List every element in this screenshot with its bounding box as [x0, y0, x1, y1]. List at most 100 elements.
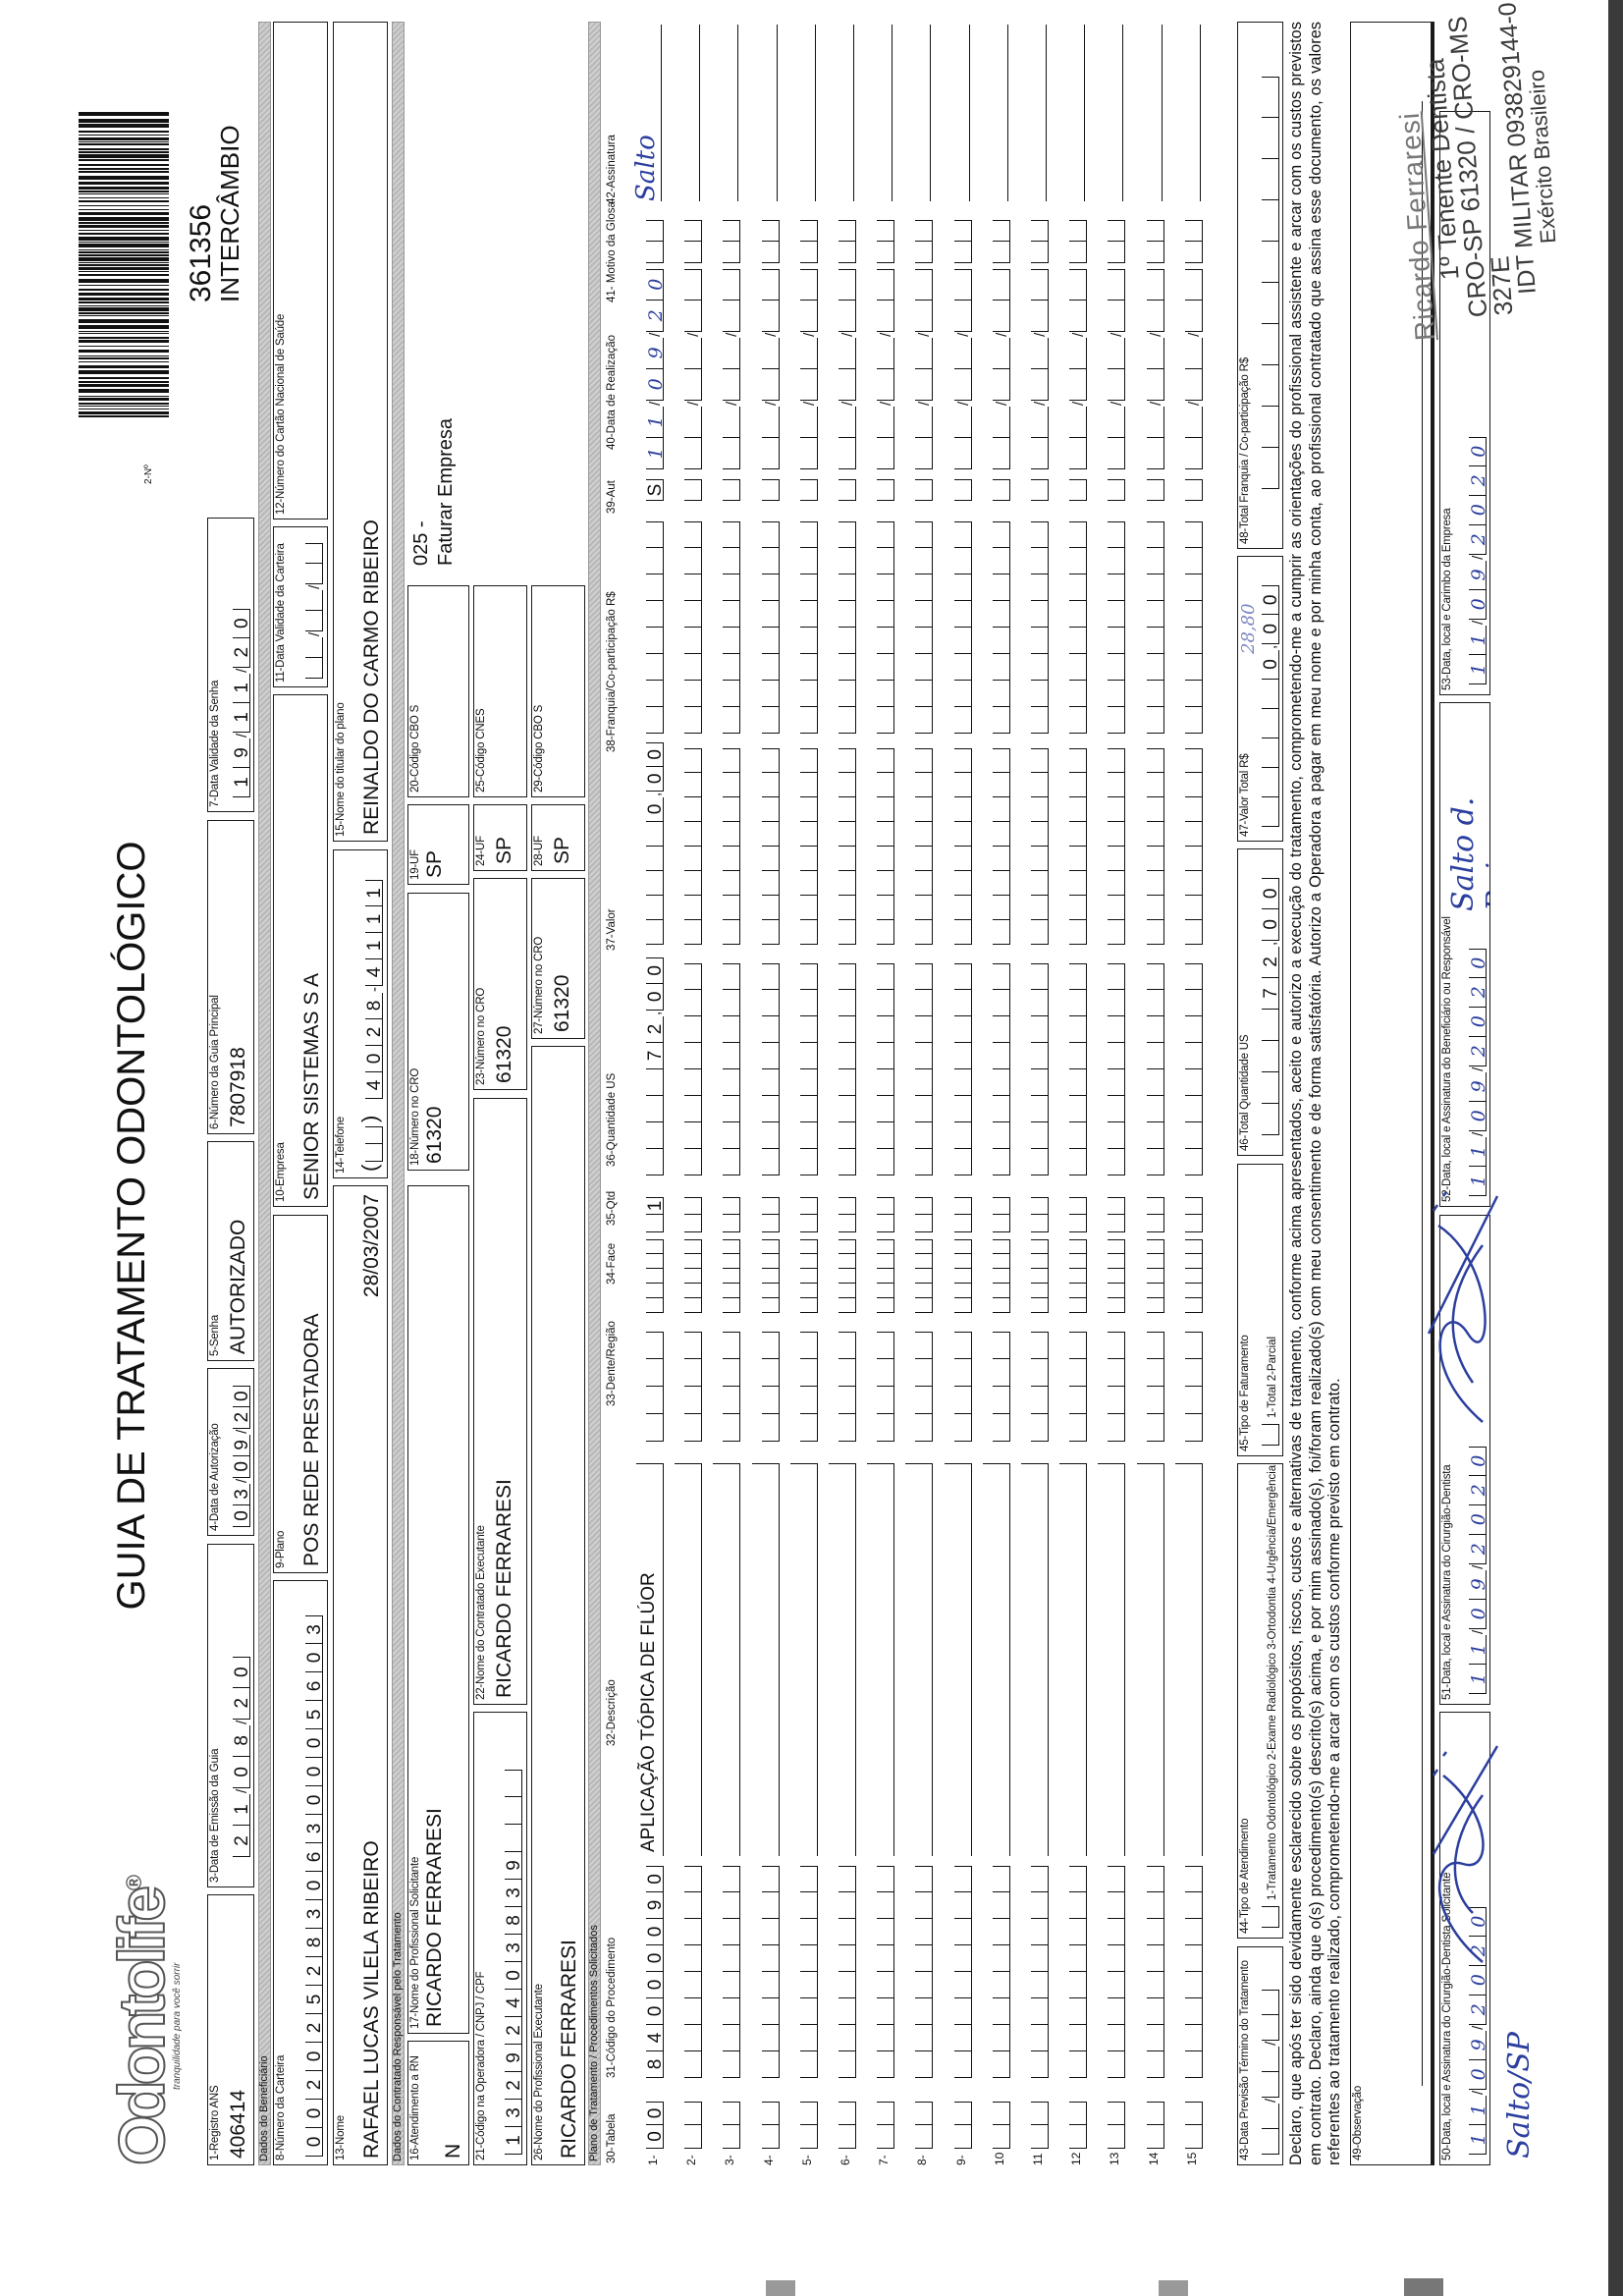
cell-aut[interactable]: [873, 479, 895, 501]
cell-franquia[interactable]: [835, 521, 856, 734]
cell-tabela[interactable]: [1065, 2102, 1088, 2149]
cell-assinatura[interactable]: [824, 25, 854, 201]
cell-franquia[interactable]: [989, 521, 1010, 734]
cell-franquia[interactable]: [1181, 521, 1203, 734]
cell-codigo[interactable]: [989, 1866, 1010, 2078]
cell-face[interactable]: [835, 1239, 856, 1313]
cell-codigo[interactable]: [950, 1866, 972, 2078]
cell-aut[interactable]: [719, 479, 741, 501]
cell-descricao[interactable]: [829, 1463, 856, 1856]
cell-codigo[interactable]: [796, 1866, 818, 2078]
cell-qtd[interactable]: [758, 1197, 780, 1232]
cell-valor[interactable]: [835, 748, 856, 945]
cell-data[interactable]: / /: [873, 268, 895, 469]
cell-valor[interactable]: [796, 748, 818, 945]
cell-face[interactable]: [1065, 1239, 1088, 1313]
cell-franquia[interactable]: [873, 521, 895, 734]
cell-dente[interactable]: [642, 1332, 664, 1442]
cell-valor[interactable]: [950, 748, 972, 945]
cell-qtd[interactable]: [1104, 1197, 1126, 1232]
cell-valor[interactable]: [1104, 748, 1126, 945]
cell-face[interactable]: [1181, 1239, 1203, 1313]
cell-dente[interactable]: [796, 1332, 818, 1442]
cell-dente[interactable]: [1027, 1332, 1049, 1442]
cell-franquia[interactable]: [950, 521, 972, 734]
cell-tabela[interactable]: [835, 2102, 856, 2149]
cell-qtd_us[interactable]: [1104, 963, 1126, 1175]
cell-qtd_us[interactable]: [873, 963, 895, 1175]
cell-qtd[interactable]: [680, 1197, 703, 1232]
cell-face[interactable]: [989, 1239, 1010, 1313]
cell-face[interactable]: [796, 1239, 818, 1313]
cell-codigo[interactable]: [1027, 1866, 1049, 2078]
cell-franquia[interactable]: [911, 521, 934, 734]
cell-descricao[interactable]: [1136, 1463, 1164, 1856]
cell-glosa[interactable]: [642, 220, 664, 263]
cell-data[interactable]: / /: [950, 268, 972, 469]
cell-glosa[interactable]: [1181, 220, 1203, 263]
cell-assinatura[interactable]: [939, 25, 970, 201]
cell-data[interactable]: / /: [1027, 268, 1049, 469]
cell-codigo[interactable]: [1065, 1866, 1088, 2078]
cell-franquia[interactable]: [1027, 521, 1049, 734]
cell-dente[interactable]: [1181, 1332, 1203, 1442]
cell-descricao[interactable]: [1059, 1463, 1088, 1856]
cell-assinatura[interactable]: [746, 25, 778, 201]
cell-data[interactable]: / /: [1143, 268, 1164, 469]
cell-data[interactable]: / /: [719, 268, 741, 469]
cell-dente[interactable]: [1104, 1332, 1126, 1442]
cell-qtd_us[interactable]: [911, 963, 934, 1175]
cell-dente[interactable]: [835, 1332, 856, 1442]
cell-qtd_us[interactable]: [1143, 963, 1164, 1175]
cell-aut[interactable]: [1104, 479, 1126, 501]
tipo-atendimento-value[interactable]: [1258, 1906, 1279, 1928]
cell-data[interactable]: / /: [989, 268, 1010, 469]
cell-tabela[interactable]: [680, 2102, 703, 2149]
cell-dente[interactable]: [989, 1332, 1010, 1442]
cell-assinatura[interactable]: [1055, 25, 1086, 201]
cell-tabela[interactable]: [1181, 2102, 1203, 2149]
cell-assinatura[interactable]: [670, 25, 701, 201]
cell-qtd[interactable]: [835, 1197, 856, 1232]
cell-qtd_us[interactable]: [950, 963, 972, 1175]
cell-qtd[interactable]: 1: [642, 1197, 666, 1232]
cell-codigo[interactable]: [1143, 1866, 1164, 2078]
cell-descricao[interactable]: [1098, 1463, 1126, 1856]
cell-descricao[interactable]: [944, 1463, 972, 1856]
cell-qtd_us[interactable]: 72,00: [642, 957, 666, 1175]
cell-qtd_us[interactable]: [1065, 963, 1088, 1175]
cell-valor[interactable]: [911, 748, 934, 945]
cell-valor[interactable]: 0,00: [642, 741, 666, 945]
cell-codigo[interactable]: 84000090: [642, 1866, 666, 2078]
cell-aut[interactable]: [680, 479, 703, 501]
cell-tabela[interactable]: [796, 2102, 818, 2149]
cell-aut[interactable]: [758, 479, 780, 501]
cell-aut[interactable]: [1027, 479, 1049, 501]
cell-face[interactable]: [642, 1239, 664, 1313]
cell-aut[interactable]: [1065, 479, 1088, 501]
cell-descricao[interactable]: [867, 1463, 895, 1856]
cell-franquia[interactable]: [1065, 521, 1088, 734]
cell-face[interactable]: [719, 1239, 741, 1313]
cell-franquia[interactable]: [796, 521, 818, 734]
cell-descricao[interactable]: [789, 1463, 818, 1856]
cell-face[interactable]: [1104, 1239, 1126, 1313]
cell-valor[interactable]: [680, 748, 703, 945]
cell-glosa[interactable]: [796, 220, 818, 263]
cell-aut[interactable]: [796, 479, 818, 501]
cell-qtd[interactable]: [911, 1197, 934, 1232]
cell-aut[interactable]: [835, 479, 856, 501]
cell-tabela[interactable]: [719, 2102, 741, 2149]
cell-assinatura[interactable]: [708, 25, 739, 201]
cell-glosa[interactable]: [1027, 220, 1049, 263]
cell-glosa[interactable]: [680, 220, 703, 263]
cell-codigo[interactable]: [1181, 1866, 1203, 2078]
cell-assinatura[interactable]: [1131, 25, 1163, 201]
cell-data[interactable]: / /: [835, 268, 856, 469]
cell-qtd[interactable]: [1181, 1197, 1203, 1232]
cell-assinatura[interactable]: [1093, 25, 1124, 201]
cell-descricao[interactable]: [1021, 1463, 1049, 1856]
cell-dente[interactable]: [950, 1332, 972, 1442]
cell-franquia[interactable]: [1143, 521, 1164, 734]
cell-dente[interactable]: [1143, 1332, 1164, 1442]
